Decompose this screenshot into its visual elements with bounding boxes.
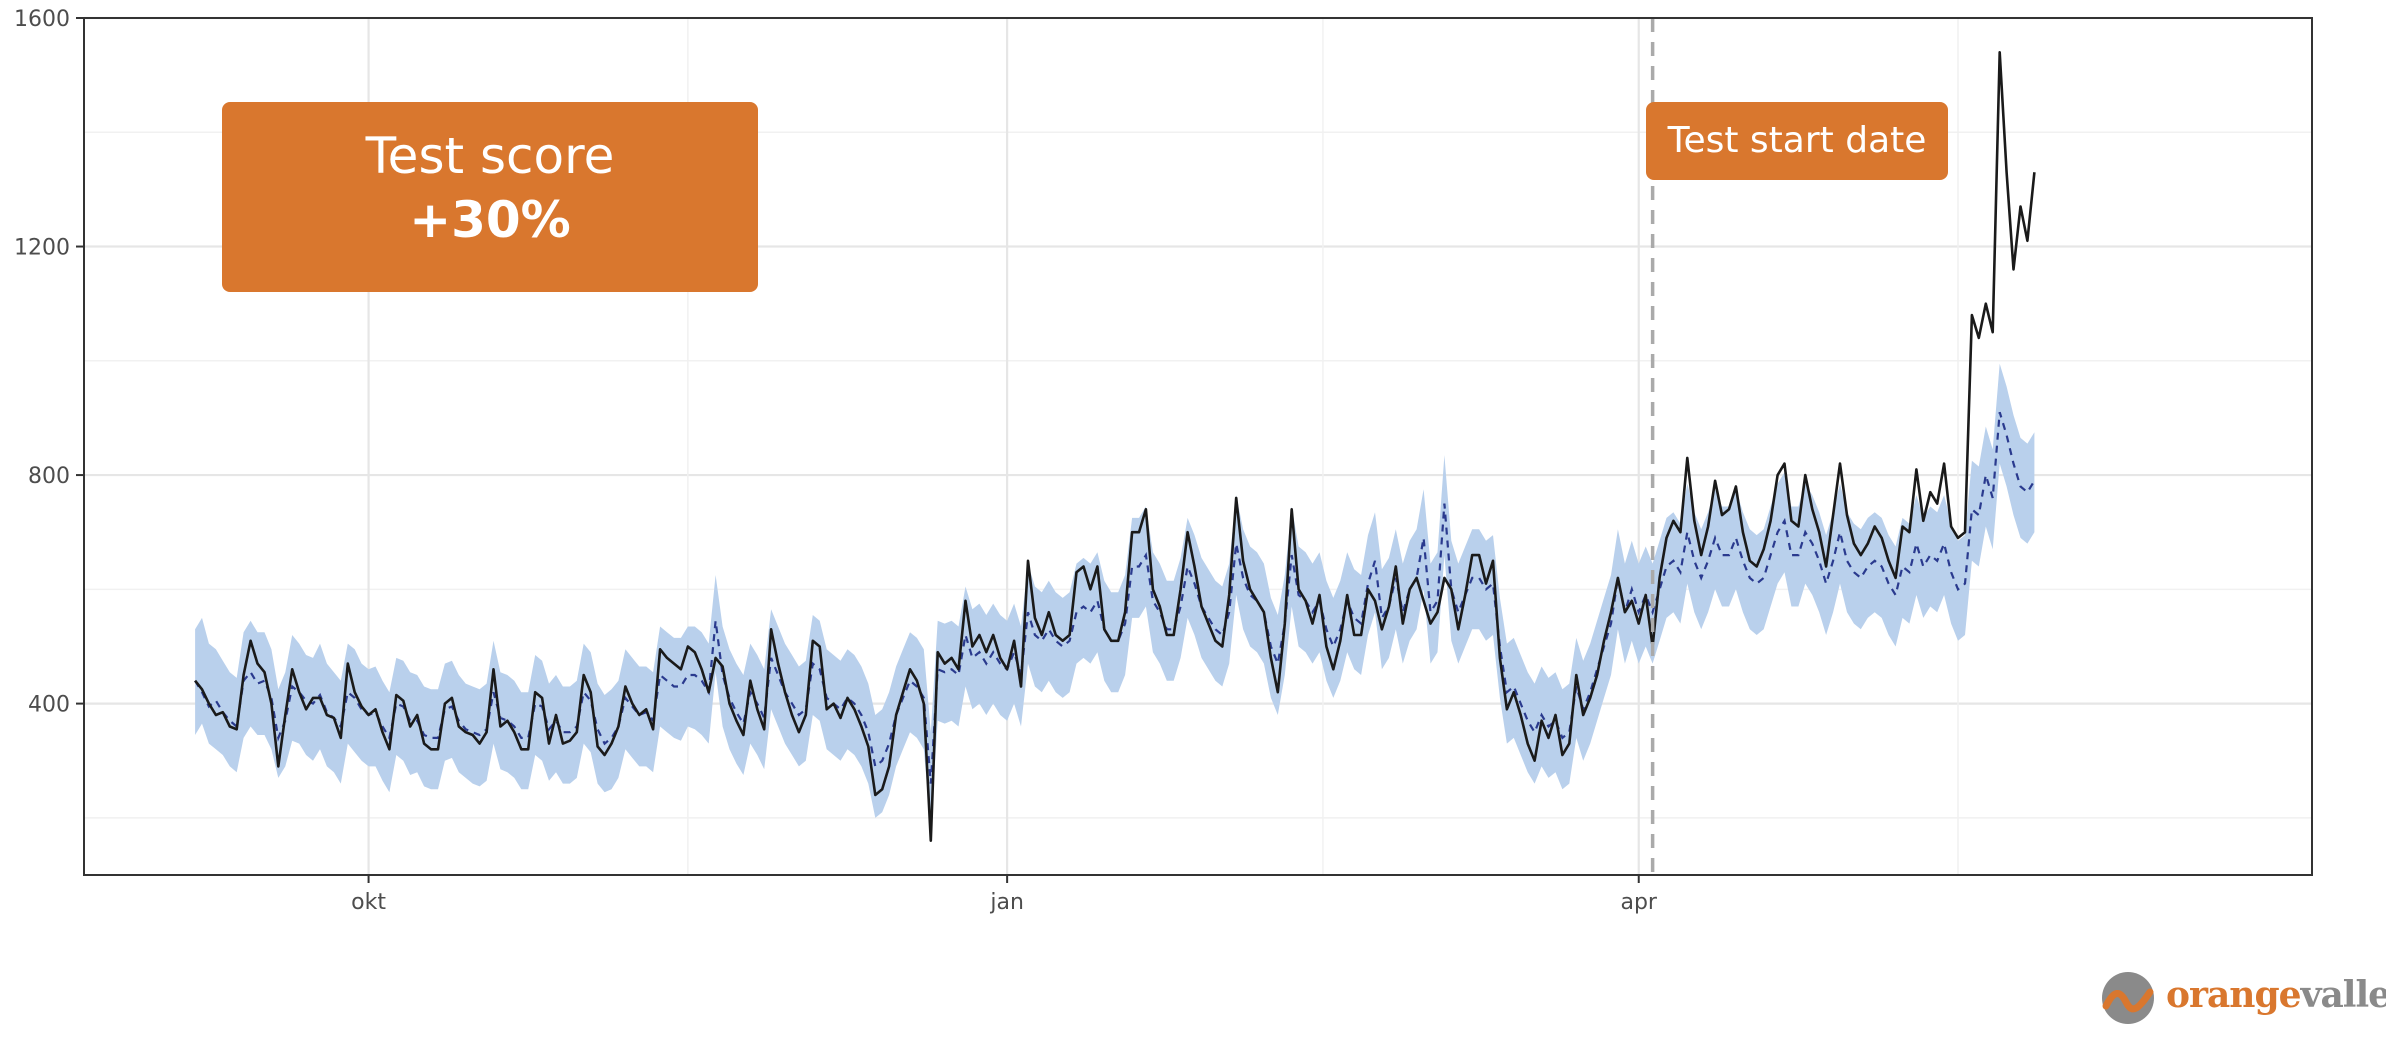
axis-ticks: 400 800 1200 1600 okt jan apr (14, 7, 1658, 915)
logo-mark-icon (2102, 972, 2154, 1024)
y-tick-label: 400 (28, 693, 70, 718)
y-tick-label: 1200 (14, 236, 70, 261)
test-score-title: Test score (365, 127, 615, 185)
prediction-interval-band (195, 363, 2035, 830)
x-tick-label: jan (989, 890, 1024, 915)
logo-text-orange: orange (2166, 974, 2302, 1016)
x-tick-label: apr (1620, 890, 1657, 915)
x-tick-label: okt (351, 890, 386, 915)
test-score-value: +30% (409, 191, 571, 249)
test-score-badge: Test score +30% (222, 102, 758, 292)
orangevalley-logo: orangevalley (2100, 968, 2386, 1028)
plot-panel-border (83, 17, 2313, 876)
logo-text-valley: valley (2300, 974, 2386, 1016)
test-start-badge: Test start date (1646, 102, 1948, 180)
actual-series-line (194, 51, 2036, 842)
y-tick-label: 1600 (14, 7, 70, 32)
y-tick-label: 800 (28, 464, 70, 489)
logo-wordmark: orangevalley (2166, 974, 2386, 1016)
